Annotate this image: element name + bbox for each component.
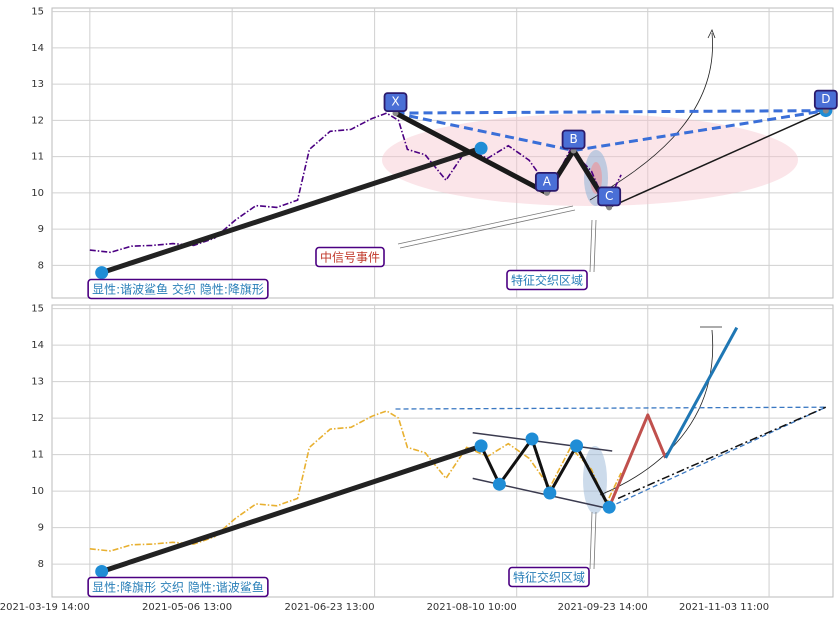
pattern-line bbox=[395, 109, 827, 152]
y-tick-label: 8 bbox=[38, 559, 44, 570]
callout bbox=[589, 511, 597, 570]
panel-frame bbox=[51, 304, 834, 598]
y-tick-label: 12 bbox=[31, 413, 44, 424]
x-tick-label: 2021-09-23 14:00 bbox=[558, 602, 648, 613]
y-tick-label: 8 bbox=[38, 260, 44, 271]
x-tick-label: 2021-03-19 14:00 bbox=[0, 602, 90, 613]
point-box bbox=[383, 92, 408, 113]
pivot-marker bbox=[95, 564, 109, 578]
y-tick-label: 14 bbox=[31, 340, 44, 351]
pattern-line bbox=[607, 413, 667, 508]
pattern-line bbox=[394, 110, 612, 209]
point-box bbox=[597, 186, 622, 207]
pivot-marker bbox=[543, 486, 557, 500]
annotation: 显性:谐波鲨鱼 交织 隐性:降旗形 bbox=[92, 282, 264, 297]
annotation-box bbox=[506, 269, 588, 291]
point-label: C bbox=[605, 189, 613, 203]
pivot-marker bbox=[95, 266, 109, 280]
annotation: 特征交织区域 bbox=[511, 273, 583, 288]
x-tick-label: 2021-08-10 10:00 bbox=[427, 602, 517, 613]
point-label: B bbox=[569, 132, 577, 146]
pivot-marker bbox=[474, 141, 488, 155]
pattern-line bbox=[617, 406, 827, 500]
pattern-line bbox=[472, 432, 613, 452]
y-tick-label: 13 bbox=[31, 377, 44, 388]
x-tick-label: 2021-06-23 13:00 bbox=[284, 602, 374, 613]
point-box bbox=[813, 89, 838, 110]
y-tick-label: 11 bbox=[31, 152, 44, 163]
x-tick-label: 2021-05-06 13:00 bbox=[142, 602, 232, 613]
pivot-marker bbox=[474, 439, 488, 453]
annotation: 中信号事件 bbox=[320, 250, 380, 265]
point-label: D bbox=[821, 92, 830, 106]
y-tick-label: 14 bbox=[31, 43, 44, 54]
price-line bbox=[89, 410, 622, 552]
annotation-box bbox=[508, 566, 590, 588]
y-tick-label: 12 bbox=[31, 115, 44, 126]
y-tick-label: 13 bbox=[31, 79, 44, 90]
point-box bbox=[534, 171, 559, 192]
y-tick-label: 10 bbox=[31, 188, 44, 199]
point-label: X bbox=[391, 95, 399, 109]
pivot-marker bbox=[570, 439, 584, 453]
y-tick-label: 9 bbox=[38, 523, 44, 534]
pivot-marker bbox=[525, 432, 539, 446]
pattern-line bbox=[100, 145, 482, 275]
x-tick-label: 2021-11-03 11:00 bbox=[679, 602, 769, 613]
panel-frame bbox=[51, 7, 834, 299]
callout bbox=[397, 205, 576, 249]
arrow bbox=[599, 329, 714, 496]
y-tick-label: 10 bbox=[31, 486, 44, 497]
point-label: A bbox=[543, 174, 552, 188]
point-box bbox=[561, 129, 586, 150]
pattern-line bbox=[100, 443, 482, 574]
pattern-line bbox=[608, 109, 827, 209]
annotation-box bbox=[315, 246, 385, 268]
annotation-box bbox=[87, 576, 269, 598]
annotation-box bbox=[87, 278, 269, 300]
price-line bbox=[89, 112, 622, 254]
y-tick-label: 15 bbox=[31, 304, 44, 315]
y-tick-label: 15 bbox=[31, 7, 44, 18]
arrow-head bbox=[707, 29, 716, 39]
annotation: 特征交织区域 bbox=[513, 570, 585, 585]
pivot-marker bbox=[492, 477, 506, 491]
y-tick-label: 11 bbox=[31, 450, 44, 461]
pattern-line bbox=[479, 437, 611, 508]
y-tick-label: 9 bbox=[38, 224, 44, 235]
pattern-line bbox=[664, 326, 739, 459]
callout bbox=[589, 219, 597, 273]
pattern-line bbox=[395, 109, 826, 115]
pivot-marker bbox=[602, 500, 616, 514]
annotation: 显性:降旗形 交织 隐性:谐波鲨鱼 bbox=[92, 580, 264, 595]
